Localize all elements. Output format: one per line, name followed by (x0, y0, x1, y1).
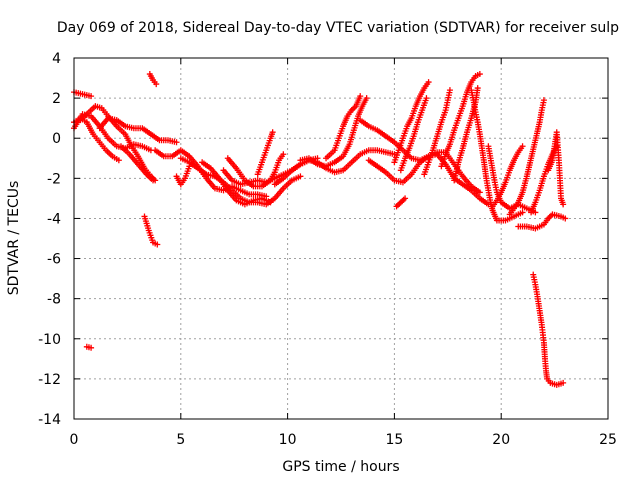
y-tick-label: -14 (38, 412, 61, 428)
data-point (153, 81, 160, 88)
series-arc-w (397, 95, 430, 174)
data-point (425, 79, 432, 86)
data-point (269, 129, 276, 136)
series-arc-y (421, 87, 453, 178)
series-arc-k (173, 163, 193, 188)
series-arc-ab (468, 87, 526, 224)
data-point (88, 93, 95, 100)
data-point (357, 93, 364, 100)
data-point (423, 95, 430, 102)
series-arc-m (199, 159, 274, 208)
data-point (297, 173, 304, 180)
x-tick-label: 20 (492, 432, 510, 448)
y-tick-label: -2 (47, 171, 61, 187)
data-point (476, 71, 483, 78)
y-tick-label: -6 (47, 252, 61, 268)
series-arc-o (224, 151, 287, 190)
plot-frame (73, 57, 609, 420)
series-arc-x (393, 195, 409, 210)
y-tick-label: -10 (38, 332, 61, 348)
series-arc-b (71, 89, 95, 100)
y-tick-label: -4 (47, 211, 61, 227)
series-arc-af (515, 211, 569, 232)
y-tick-label: 2 (52, 91, 61, 107)
series-arc-z (438, 71, 483, 170)
series-arc-v (391, 79, 432, 166)
series-arc-f (117, 143, 157, 184)
x-tick-label: 5 (176, 432, 185, 448)
data-point (267, 199, 274, 206)
series-arc-ac (485, 143, 539, 216)
data-point (474, 85, 481, 92)
data-point (446, 87, 453, 94)
series-arc-d (77, 103, 159, 184)
data-point (88, 344, 95, 351)
chart-title: Day 069 of 2018, Sidereal Day-to-day VTE… (57, 20, 619, 36)
data-point (150, 177, 157, 184)
axis-ticks (73, 57, 609, 420)
data-point (402, 195, 409, 202)
series-arc-u (365, 151, 492, 208)
series-arc-g (141, 213, 161, 248)
series-arc-s (323, 93, 364, 162)
series-arc-aa (451, 85, 481, 184)
series-arc-h (146, 71, 160, 88)
series-arc-ad (489, 143, 526, 210)
data-point (115, 157, 122, 164)
y-tick-label: -8 (47, 292, 61, 308)
x-axis-label: GPS time / hours (282, 459, 399, 475)
data-point (154, 241, 161, 248)
data-point (562, 215, 569, 222)
data-point (560, 201, 567, 208)
data-point (363, 95, 370, 102)
grid-lines (74, 58, 608, 419)
series-arc-r (297, 95, 370, 170)
series-arc-l (177, 155, 304, 208)
data-point (560, 379, 567, 386)
data-point (519, 209, 526, 216)
series-arc-p (254, 129, 276, 178)
y-tick-label: 0 (52, 131, 61, 147)
data-markers (71, 71, 569, 388)
data-point (280, 151, 287, 158)
x-tick-label: 15 (385, 432, 403, 448)
data-point (476, 189, 483, 196)
series-arc-ae (506, 97, 547, 218)
series-arc-e (96, 115, 180, 146)
data-point (173, 139, 180, 146)
x-tick-label: 10 (279, 432, 297, 448)
series-arc-i (83, 343, 95, 351)
y-tick-label: -12 (38, 372, 61, 388)
data-point (519, 143, 526, 150)
series-arc-ah (545, 129, 567, 208)
x-tick-label: 25 (599, 432, 617, 448)
series-arc-ai (530, 271, 567, 388)
x-axis-tick-labels: 0 5 10 15 20 25 (70, 432, 617, 448)
y-axis-label: SDTVAR / TECUs (6, 181, 22, 296)
y-axis-tick-labels: 4 2 0 -2 -4 -6 -8 -10 -12 -14 (38, 51, 61, 428)
x-tick-label: 0 (70, 432, 79, 448)
data-point (540, 97, 547, 104)
y-tick-label: 4 (52, 51, 61, 67)
